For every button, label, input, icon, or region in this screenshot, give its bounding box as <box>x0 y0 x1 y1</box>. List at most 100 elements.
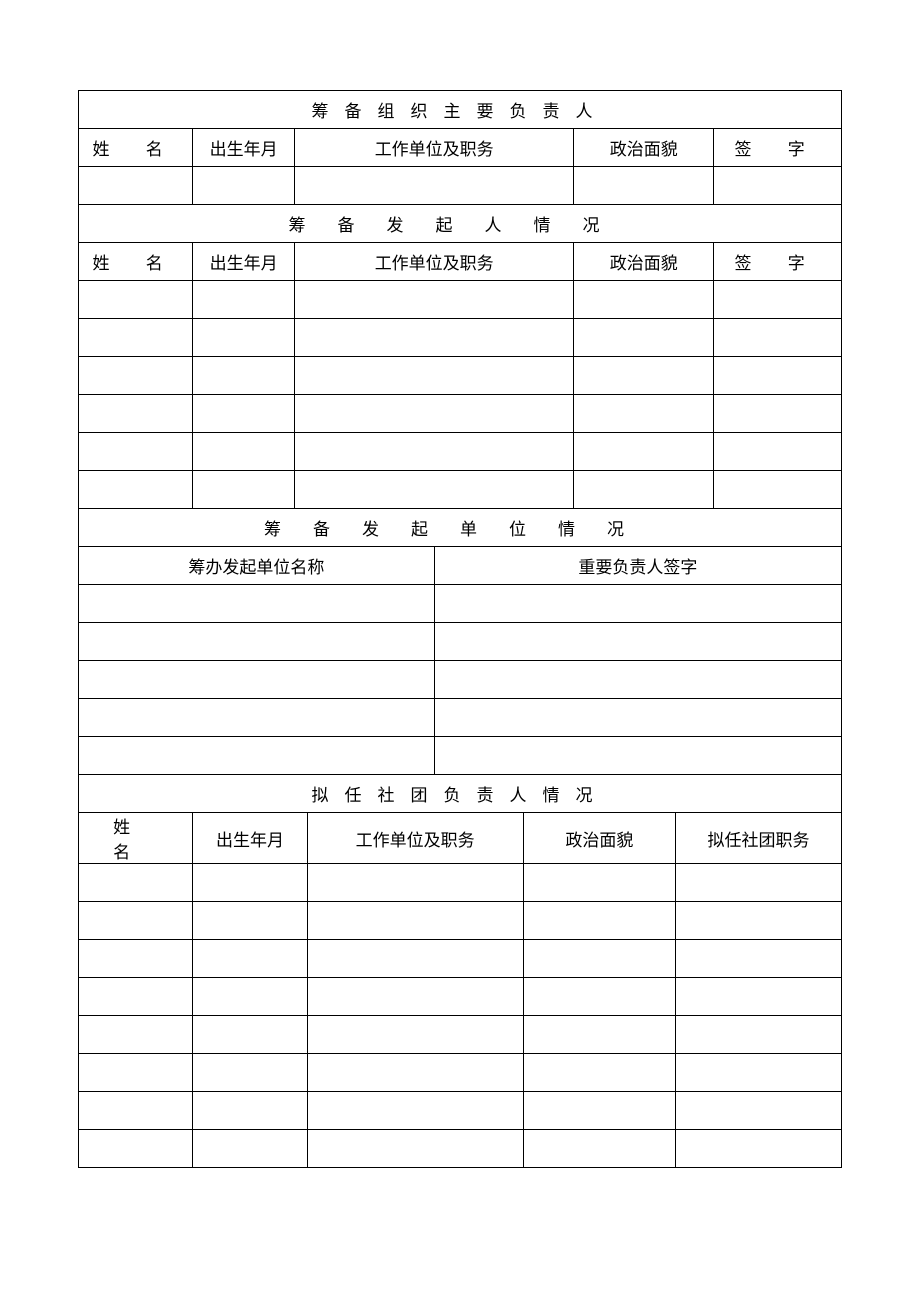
section1-col-dob: 出生年月 <box>193 129 295 167</box>
section4-cell-position <box>676 940 842 978</box>
section4-cell-position <box>676 1016 842 1054</box>
section2-cell-name <box>79 471 193 509</box>
section2-cell-dob <box>193 319 295 357</box>
section4-cell-dob <box>193 902 307 940</box>
section4-cell-name <box>79 1016 193 1054</box>
section2-col-name: 姓 名 <box>79 243 193 281</box>
section4-cell-position <box>676 978 842 1016</box>
section2-cell-sign <box>714 281 842 319</box>
section3-col-sign: 重要负责人签字 <box>434 547 841 585</box>
section4-row <box>79 978 842 1016</box>
section1-header-row: 姓 名 出生年月 工作单位及职务 政治面貌 签 字 <box>79 129 842 167</box>
section3-cell-sign <box>434 661 841 699</box>
section2-cell-sign <box>714 395 842 433</box>
section3-col-orgname: 筹办发起单位名称 <box>79 547 435 585</box>
section3-cell-sign <box>434 585 841 623</box>
section4-cell-dob <box>193 1130 307 1168</box>
section4-cell-name <box>79 978 193 1016</box>
section4-cell-work <box>307 978 523 1016</box>
section2-cell-sign <box>714 319 842 357</box>
section1-cell-work <box>294 167 573 205</box>
section2-title-row: 筹备发起人情况 <box>79 205 842 243</box>
section4-row <box>79 864 842 902</box>
section3-cell-orgname <box>79 585 435 623</box>
section2-row <box>79 319 842 357</box>
section2-cell-political <box>574 319 714 357</box>
section2-cell-political <box>574 395 714 433</box>
section4-cell-political <box>523 1130 675 1168</box>
section2-cell-name <box>79 433 193 471</box>
section2-cell-name <box>79 319 193 357</box>
section3-cell-orgname <box>79 737 435 775</box>
section3-row <box>79 585 842 623</box>
section2-row <box>79 471 842 509</box>
section2-row <box>79 395 842 433</box>
section2-cell-work <box>294 395 573 433</box>
section4-header-row: 姓 名 出生年月 工作单位及职务 政治面貌 拟任社团职务 <box>79 813 842 864</box>
section2-cell-work <box>294 319 573 357</box>
section1-col-political: 政治面貌 <box>574 129 714 167</box>
section2-row <box>79 357 842 395</box>
section2-cell-political <box>574 357 714 395</box>
section4-row <box>79 1054 842 1092</box>
section4-cell-position <box>676 1130 842 1168</box>
section3-cell-orgname <box>79 661 435 699</box>
section4-col-name: 姓 名 <box>79 813 193 864</box>
section2-cell-work <box>294 433 573 471</box>
section2-row <box>79 433 842 471</box>
form-table: 筹备组织主要负责人 姓 名 出生年月 工作单位及职务 政治面貌 签 字 筹备发起… <box>78 90 842 1168</box>
section4-col-work: 工作单位及职务 <box>307 813 523 864</box>
section4-row <box>79 1092 842 1130</box>
section4-cell-dob <box>193 940 307 978</box>
section2-cell-work <box>294 357 573 395</box>
section4-col-political: 政治面貌 <box>523 813 675 864</box>
section3-cell-orgname <box>79 623 435 661</box>
section4-cell-name <box>79 1092 193 1130</box>
section2-cell-political <box>574 433 714 471</box>
section2-col-sign: 签 字 <box>714 243 842 281</box>
section2-header-row: 姓 名 出生年月 工作单位及职务 政治面貌 签 字 <box>79 243 842 281</box>
section4-cell-dob <box>193 1016 307 1054</box>
section2-cell-political <box>574 281 714 319</box>
section4-cell-political <box>523 902 675 940</box>
section2-cell-name <box>79 395 193 433</box>
section2-cell-dob <box>193 471 295 509</box>
section4-cell-work <box>307 1092 523 1130</box>
section4-cell-dob <box>193 1092 307 1130</box>
section3-header-row: 筹办发起单位名称 重要负责人签字 <box>79 547 842 585</box>
section3-row <box>79 661 842 699</box>
section4-cell-political <box>523 1054 675 1092</box>
section4-cell-political <box>523 1016 675 1054</box>
section2-cell-dob <box>193 433 295 471</box>
section4-col-dob: 出生年月 <box>193 813 307 864</box>
section2-cell-sign <box>714 357 842 395</box>
section1-cell-political <box>574 167 714 205</box>
section4-cell-dob <box>193 864 307 902</box>
section3-row <box>79 623 842 661</box>
section1-cell-dob <box>193 167 295 205</box>
section4-cell-work <box>307 1130 523 1168</box>
section4-cell-dob <box>193 978 307 1016</box>
section2-cell-work <box>294 471 573 509</box>
section4-row <box>79 940 842 978</box>
section3-title: 筹备发起单位情况 <box>79 509 842 547</box>
section4-cell-work <box>307 1054 523 1092</box>
section2-cell-work <box>294 281 573 319</box>
section4-title-row: 拟任社团负责人情况 <box>79 775 842 813</box>
section4-cell-political <box>523 1092 675 1130</box>
section4-cell-work <box>307 902 523 940</box>
section4-row <box>79 902 842 940</box>
section2-cell-dob <box>193 395 295 433</box>
section4-row <box>79 1130 842 1168</box>
section2-col-dob: 出生年月 <box>193 243 295 281</box>
section4-cell-political <box>523 940 675 978</box>
section1-cell-sign <box>714 167 842 205</box>
section2-cell-dob <box>193 281 295 319</box>
section2-cell-sign <box>714 433 842 471</box>
section4-title: 拟任社团负责人情况 <box>79 775 842 813</box>
section3-title-row: 筹备发起单位情况 <box>79 509 842 547</box>
section4-cell-position <box>676 902 842 940</box>
section1-row <box>79 167 842 205</box>
section4-cell-work <box>307 864 523 902</box>
section2-cell-name <box>79 281 193 319</box>
